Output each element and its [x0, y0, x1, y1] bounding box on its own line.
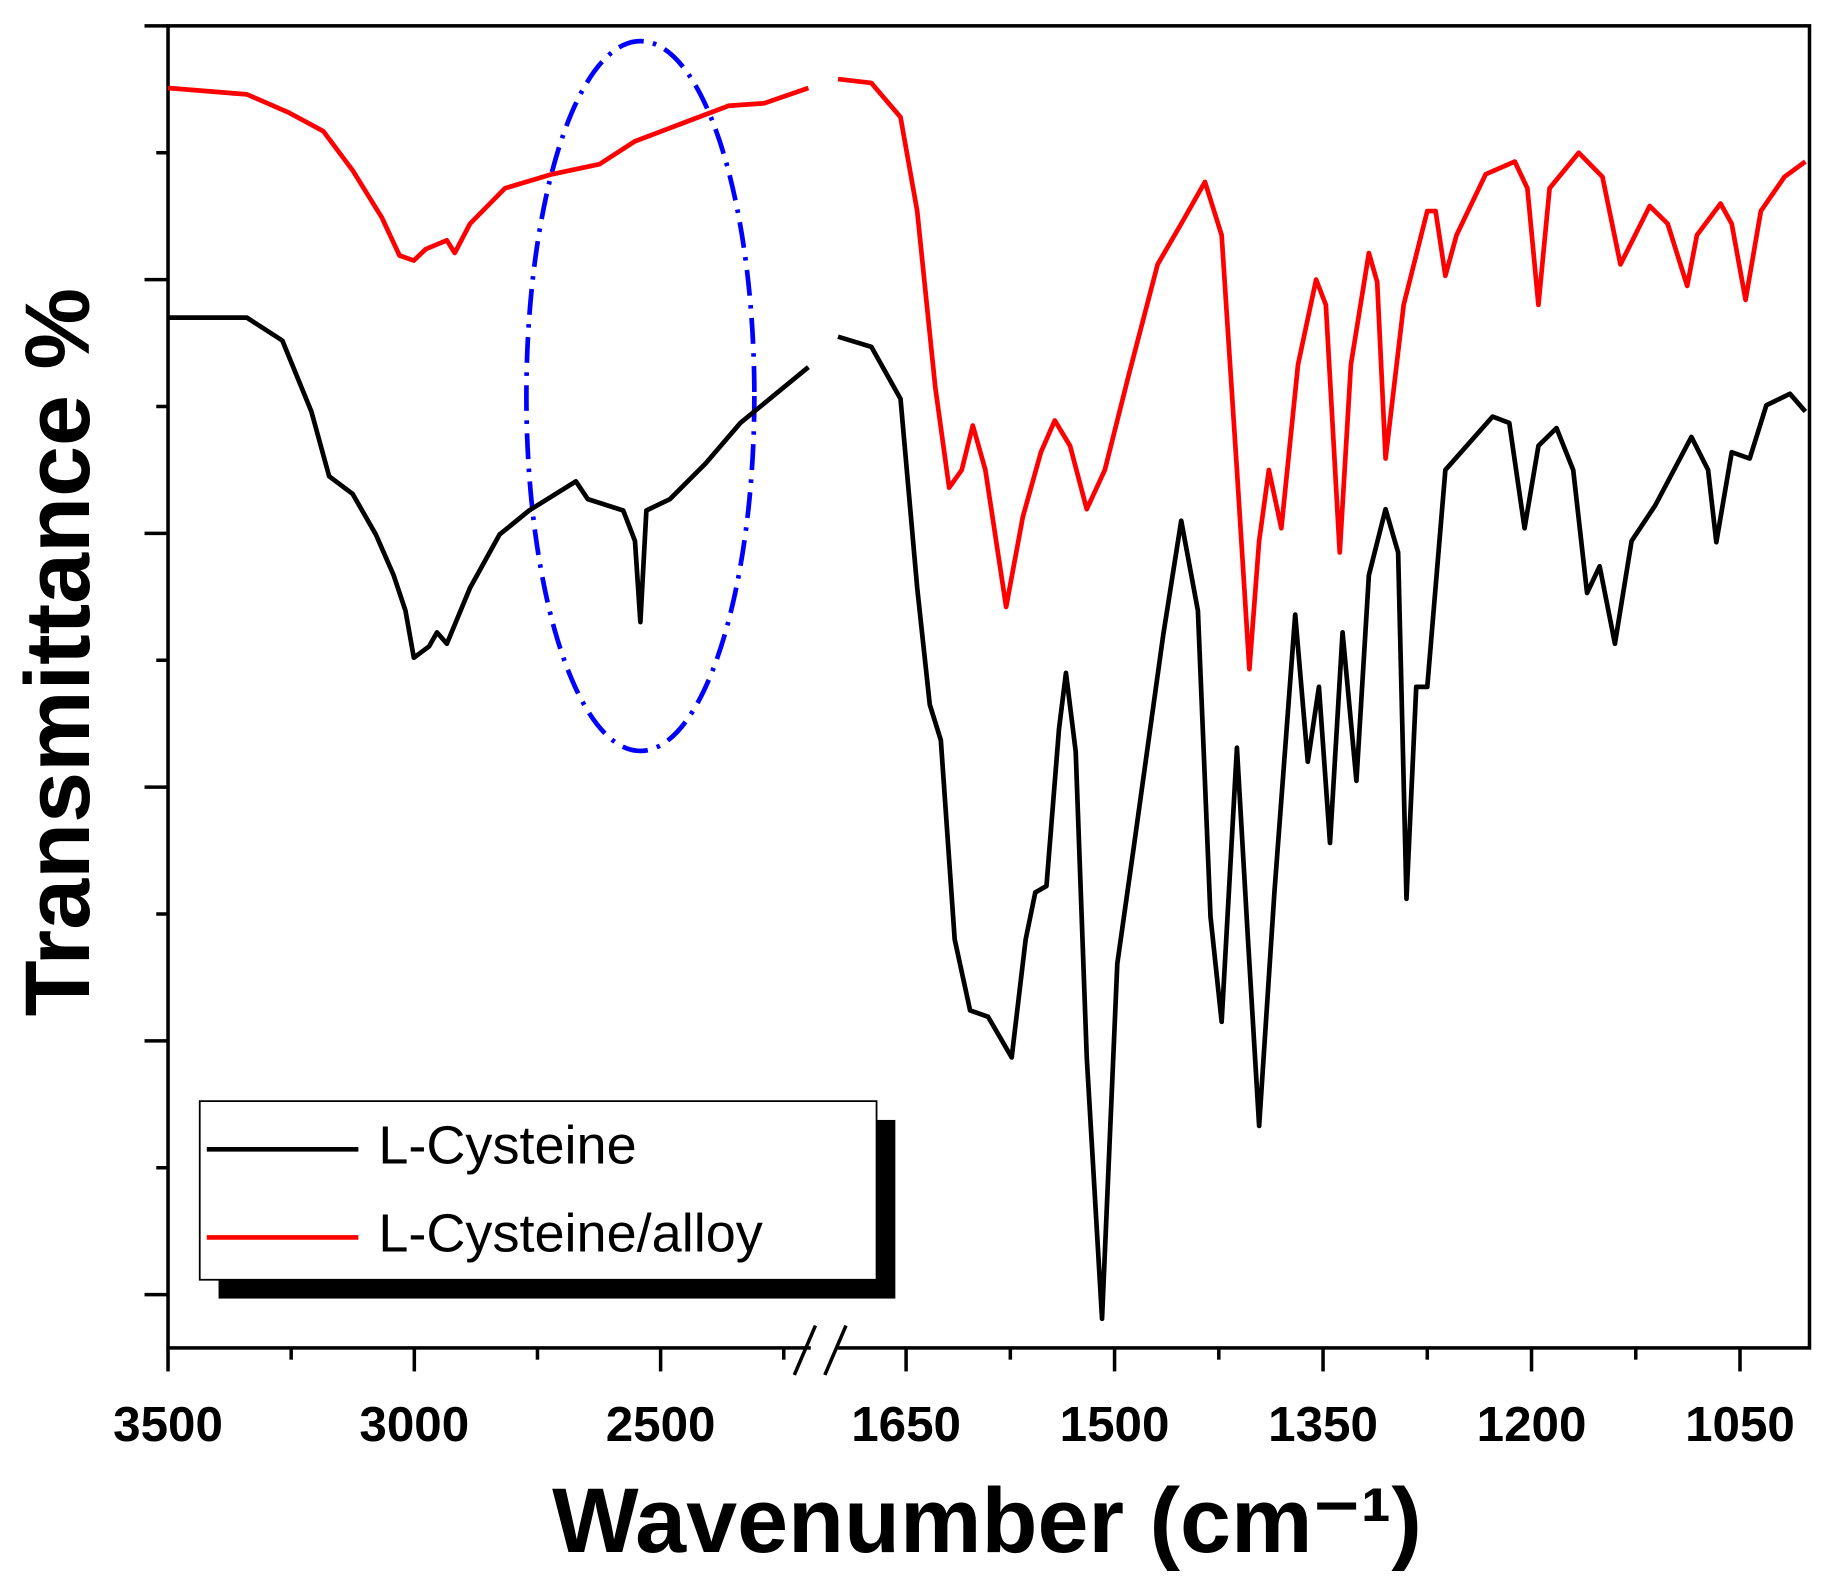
legend-label: L-Cysteine — [378, 1116, 636, 1176]
series-line — [837, 334, 1808, 1322]
legend-label: L-Cysteine/alloy — [378, 1204, 762, 1264]
x-tick-label: 3000 — [359, 1397, 469, 1452]
highlight-ellipse — [524, 38, 757, 754]
series-line — [167, 85, 810, 263]
x-tick-label: 1500 — [1060, 1397, 1170, 1452]
x-tick-label: 1050 — [1685, 1397, 1795, 1452]
series-line — [837, 76, 1807, 672]
x-tick-label: 3500 — [113, 1397, 223, 1452]
legend: L-Cysteine L-Cysteine/alloy — [198, 1100, 896, 1299]
axis-break-mark — [792, 1324, 818, 1376]
axis-break-mark — [823, 1324, 848, 1376]
y-axis-title: Transmittance % — [7, 288, 109, 1016]
plot-frame — [166, 24, 1812, 1350]
axis-break-gap — [810, 1327, 837, 1375]
x-tick-label: 1350 — [1268, 1397, 1378, 1452]
x-tick-label: 2500 — [606, 1397, 716, 1452]
legend-box — [198, 1100, 878, 1281]
series-line — [168, 315, 810, 661]
x-tick-label: 1650 — [851, 1397, 961, 1452]
x-axis-title: Wavenumber (cm⁻¹) — [552, 1470, 1422, 1572]
x-tick-label: 1200 — [1477, 1397, 1587, 1452]
